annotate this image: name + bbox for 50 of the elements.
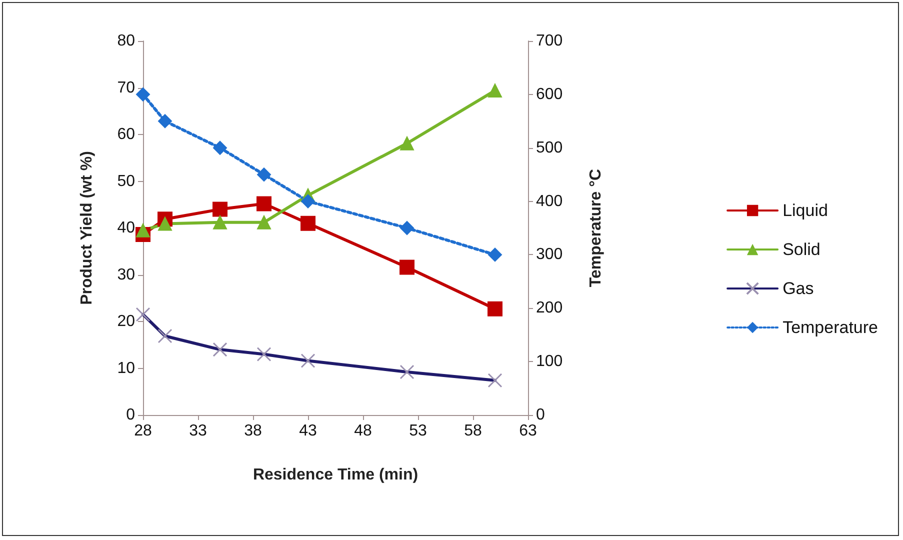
legend-label: Solid [782,240,820,259]
y2-tick-label: 300 [536,246,563,264]
y-axis-title: Product Yield (wt %) [78,151,96,305]
y-tick-label: 40 [117,220,136,236]
y2-tick-label: 700 [536,32,563,50]
point [257,215,271,230]
point [400,221,414,235]
y-tick-label: 10 [117,360,136,377]
y-tick-label: 70 [117,79,136,96]
x-tick-label: 48 [354,422,372,440]
y-tick-label: 0 [126,406,136,424]
legend-label: Temperature [782,318,878,337]
x-tick-label: 53 [409,422,427,440]
y2-tick-label: 0 [536,406,545,424]
point [488,301,502,316]
point [158,114,172,128]
y2-tick-label: 500 [536,139,563,156]
point [136,223,150,238]
point [488,248,502,262]
x-tick-label: 43 [299,422,317,440]
point [300,216,316,231]
point [213,215,227,230]
x-tick-label: 28 [134,422,152,440]
y2-tick-label: 100 [536,353,563,370]
x-tick-label: 38 [244,422,262,440]
y-tick-label: 20 [117,313,136,330]
point [136,87,150,102]
point [257,168,271,182]
y-tick-label: 60 [117,126,136,143]
y2-tick-label: 400 [536,192,563,210]
point [301,194,315,208]
x-tick-label: 63 [519,422,537,440]
point [213,140,227,155]
point [400,260,414,275]
x-axis-title: Residence Time (min) [252,466,418,484]
point [158,216,172,231]
y2-tick-label: 600 [536,86,563,103]
y-tick-label: 50 [117,172,136,190]
legend-label: Gas [782,279,814,298]
y2-axis-title: Temperature °C [588,168,604,288]
point [400,136,414,150]
y-tick-label: 80 [117,32,136,50]
point [488,84,502,98]
x-tick-label: 33 [189,422,207,440]
point [256,196,272,212]
x-tick-label: 58 [464,422,482,440]
legend-label: Liquid [782,201,828,220]
point [212,202,228,217]
y-tick-label: 30 [117,266,136,284]
y2-tick-label: 200 [536,300,563,317]
